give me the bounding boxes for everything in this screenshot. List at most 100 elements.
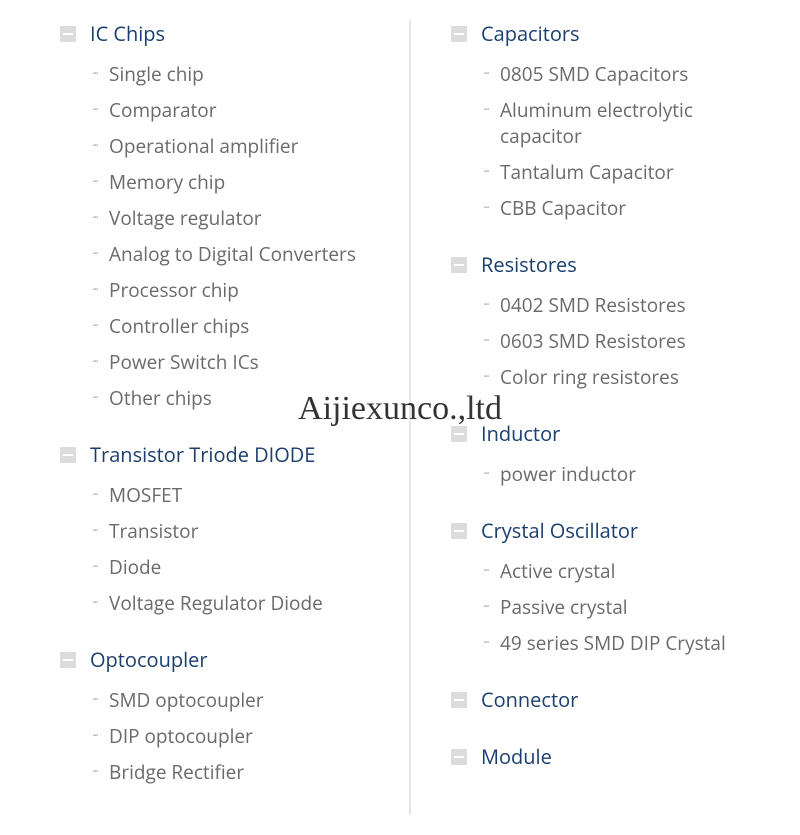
- item-label[interactable]: 0603 SMD Resistores: [500, 328, 686, 354]
- item-label[interactable]: Analog to Digital Converters: [109, 241, 356, 267]
- category-items: ···0805 SMD Capacitors ···Aluminum electr…: [451, 61, 760, 221]
- category-header[interactable]: Optocoupler: [60, 646, 369, 673]
- item-label[interactable]: power inductor: [500, 461, 636, 487]
- category-title[interactable]: Connector: [481, 686, 578, 713]
- item-label[interactable]: CBB Capacitor: [500, 195, 626, 221]
- item-label[interactable]: Bridge Rectifier: [109, 759, 244, 785]
- list-item[interactable]: ··· 0603 SMD Resistores: [483, 328, 760, 354]
- item-bullet-icon: ···: [92, 759, 97, 785]
- category-block: Optocoupler ··· SMD optocoupler ··· DIP opto…: [60, 646, 369, 785]
- list-item[interactable]: ···Operational amplifier: [92, 133, 369, 159]
- item-label[interactable]: Transistor: [109, 518, 198, 544]
- category-title[interactable]: Optocoupler: [90, 646, 208, 673]
- category-title[interactable]: Crystal Oscillator: [481, 517, 638, 544]
- category-header[interactable]: IC Chips: [60, 20, 369, 47]
- category-title[interactable]: Inductor: [481, 420, 560, 447]
- category-block: Transistor Triode DIODE···MOSFET···Trans…: [60, 441, 369, 616]
- category-header[interactable]: Capacitors: [451, 20, 760, 47]
- collapse-icon[interactable]: [60, 26, 76, 42]
- item-label[interactable]: MOSFET: [109, 482, 182, 508]
- list-item[interactable]: ··· Bridge Rectifier: [92, 759, 369, 785]
- list-item[interactable]: ···power inductor: [483, 461, 760, 487]
- list-item[interactable]: ··· DIP optocoupler: [92, 723, 369, 749]
- category-block: Inductor ···power inductor: [451, 420, 760, 487]
- list-item[interactable]: ··· SMD optocoupler: [92, 687, 369, 713]
- collapse-icon[interactable]: [60, 447, 76, 463]
- collapse-icon[interactable]: [60, 652, 76, 668]
- list-item[interactable]: ···Aluminum electrolytic capacitor: [483, 97, 760, 149]
- item-label[interactable]: 0805 SMD Capacitors: [500, 61, 688, 87]
- item-bullet-icon: ···: [483, 594, 488, 620]
- category-title[interactable]: IC Chips: [90, 20, 165, 47]
- list-item[interactable]: ···Other chips: [92, 385, 369, 411]
- item-label[interactable]: 49 series SMD DIP Crystal: [500, 630, 726, 656]
- collapse-icon[interactable]: [451, 749, 467, 765]
- item-label[interactable]: Voltage regulator: [109, 205, 262, 231]
- category-title[interactable]: Resistores: [481, 251, 577, 278]
- item-label[interactable]: Tantalum Capacitor: [500, 159, 674, 185]
- list-item[interactable]: ··· Passive crystal: [483, 594, 760, 620]
- item-label[interactable]: Controller chips: [109, 313, 249, 339]
- list-item[interactable]: ··· Voltage regulator: [92, 205, 369, 231]
- item-label[interactable]: Single chip: [109, 61, 204, 87]
- category-block: IC Chips···Single chip···Comparator···Op…: [60, 20, 369, 411]
- list-item[interactable]: ···49 series SMD DIP Crystal: [483, 630, 760, 656]
- item-bullet-icon: ···: [483, 292, 488, 318]
- list-item[interactable]: ··· Memory chip: [92, 169, 369, 195]
- category-header[interactable]: Module: [451, 743, 760, 770]
- category-title[interactable]: Transistor Triode DIODE: [90, 441, 315, 468]
- item-label[interactable]: Color ring resistores: [500, 364, 679, 390]
- item-label[interactable]: Power Switch ICs: [109, 349, 259, 375]
- item-label[interactable]: Active crystal: [500, 558, 615, 584]
- list-item[interactable]: ···Controller chips: [92, 313, 369, 339]
- list-item[interactable]: ···Analog to Digital Converters: [92, 241, 369, 267]
- list-item[interactable]: ··· 0402 SMD Resistores: [483, 292, 760, 318]
- item-label[interactable]: 0402 SMD Resistores: [500, 292, 686, 318]
- item-label[interactable]: Diode: [109, 554, 161, 580]
- list-item[interactable]: ···Active crystal: [483, 558, 760, 584]
- item-bullet-icon: ···: [92, 590, 97, 616]
- item-bullet-icon: ···: [92, 205, 97, 231]
- category-title[interactable]: Capacitors: [481, 20, 580, 47]
- list-item[interactable]: ···Comparator: [92, 97, 369, 123]
- item-bullet-icon: ···: [92, 169, 97, 195]
- category-header[interactable]: Resistores: [451, 251, 760, 278]
- item-bullet-icon: ···: [483, 328, 488, 354]
- list-item[interactable]: ···CBB Capacitor: [483, 195, 760, 221]
- item-label[interactable]: Aluminum electrolytic capacitor: [500, 97, 760, 149]
- item-label[interactable]: DIP optocoupler: [109, 723, 253, 749]
- category-items: ···Single chip···Comparator···Operationa…: [60, 61, 369, 411]
- category-header[interactable]: Connector: [451, 686, 760, 713]
- category-tree: IC Chips···Single chip···Comparator···Op…: [0, 0, 800, 835]
- item-label[interactable]: Passive crystal: [500, 594, 628, 620]
- category-header[interactable]: Inductor: [451, 420, 760, 447]
- list-item[interactable]: ···Color ring resistores: [483, 364, 760, 390]
- collapse-icon[interactable]: [451, 26, 467, 42]
- list-item[interactable]: ···Processor chip: [92, 277, 369, 303]
- list-item[interactable]: ··· Single chip: [92, 61, 369, 87]
- item-label[interactable]: Processor chip: [109, 277, 239, 303]
- list-item[interactable]: ··· Voltage Regulator Diode: [92, 590, 369, 616]
- item-bullet-icon: ···: [92, 61, 97, 87]
- list-item[interactable]: ···Power Switch ICs: [92, 349, 369, 375]
- list-item[interactable]: ···Transistor: [92, 518, 369, 544]
- item-label[interactable]: SMD optocoupler: [109, 687, 264, 713]
- item-label[interactable]: Memory chip: [109, 169, 225, 195]
- item-label[interactable]: Operational amplifier: [109, 133, 298, 159]
- list-item[interactable]: ···0805 SMD Capacitors: [483, 61, 760, 87]
- item-label[interactable]: Voltage Regulator Diode: [109, 590, 323, 616]
- list-item[interactable]: ···MOSFET: [92, 482, 369, 508]
- list-item[interactable]: ···Diode: [92, 554, 369, 580]
- collapse-icon[interactable]: [451, 523, 467, 539]
- collapse-icon[interactable]: [451, 426, 467, 442]
- collapse-icon[interactable]: [451, 692, 467, 708]
- item-bullet-icon: ···: [92, 723, 97, 749]
- item-label[interactable]: Other chips: [109, 385, 212, 411]
- category-header[interactable]: Transistor Triode DIODE: [60, 441, 369, 468]
- list-item[interactable]: ···Tantalum Capacitor: [483, 159, 760, 185]
- collapse-icon[interactable]: [451, 257, 467, 273]
- item-bullet-icon: ···: [92, 687, 97, 713]
- category-header[interactable]: Crystal Oscillator: [451, 517, 760, 544]
- category-title[interactable]: Module: [481, 743, 552, 770]
- item-label[interactable]: Comparator: [109, 97, 216, 123]
